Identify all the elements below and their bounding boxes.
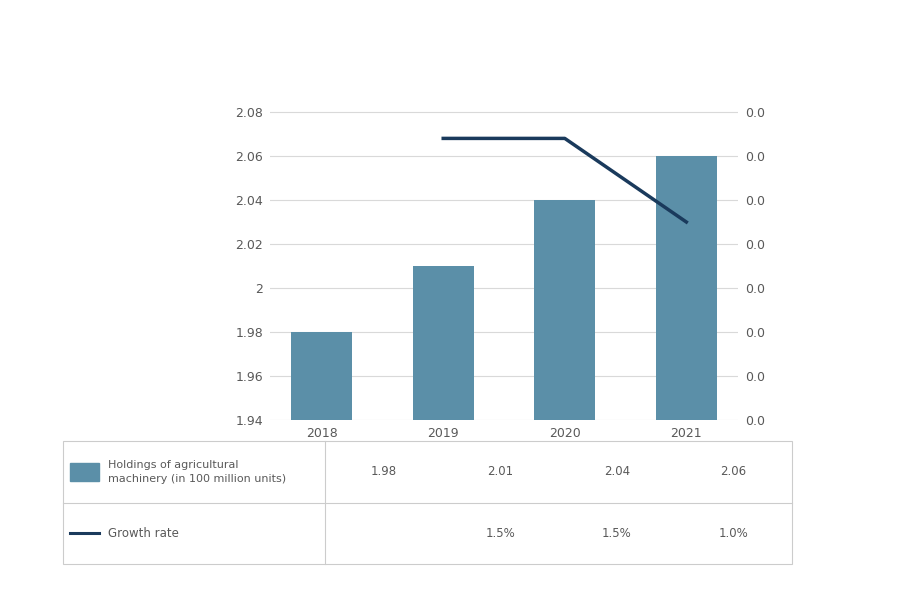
Bar bbox=[70, 463, 99, 481]
Text: 1.0%: 1.0% bbox=[719, 527, 749, 540]
Text: machinery (in 100 million units): machinery (in 100 million units) bbox=[108, 474, 286, 484]
Text: 1.98: 1.98 bbox=[371, 465, 397, 478]
Text: 1.5%: 1.5% bbox=[602, 527, 632, 540]
Text: 1.5%: 1.5% bbox=[485, 527, 516, 540]
Text: 2.01: 2.01 bbox=[487, 465, 514, 478]
Bar bbox=[63, 441, 792, 564]
Text: Growth rate: Growth rate bbox=[108, 527, 179, 540]
Text: 2.04: 2.04 bbox=[604, 465, 630, 478]
Bar bbox=[656, 156, 716, 600]
Text: 2.06: 2.06 bbox=[721, 465, 747, 478]
Bar bbox=[535, 200, 595, 600]
Bar bbox=[292, 332, 352, 600]
Bar bbox=[413, 266, 473, 600]
Text: Holdings of agricultural: Holdings of agricultural bbox=[108, 460, 239, 470]
